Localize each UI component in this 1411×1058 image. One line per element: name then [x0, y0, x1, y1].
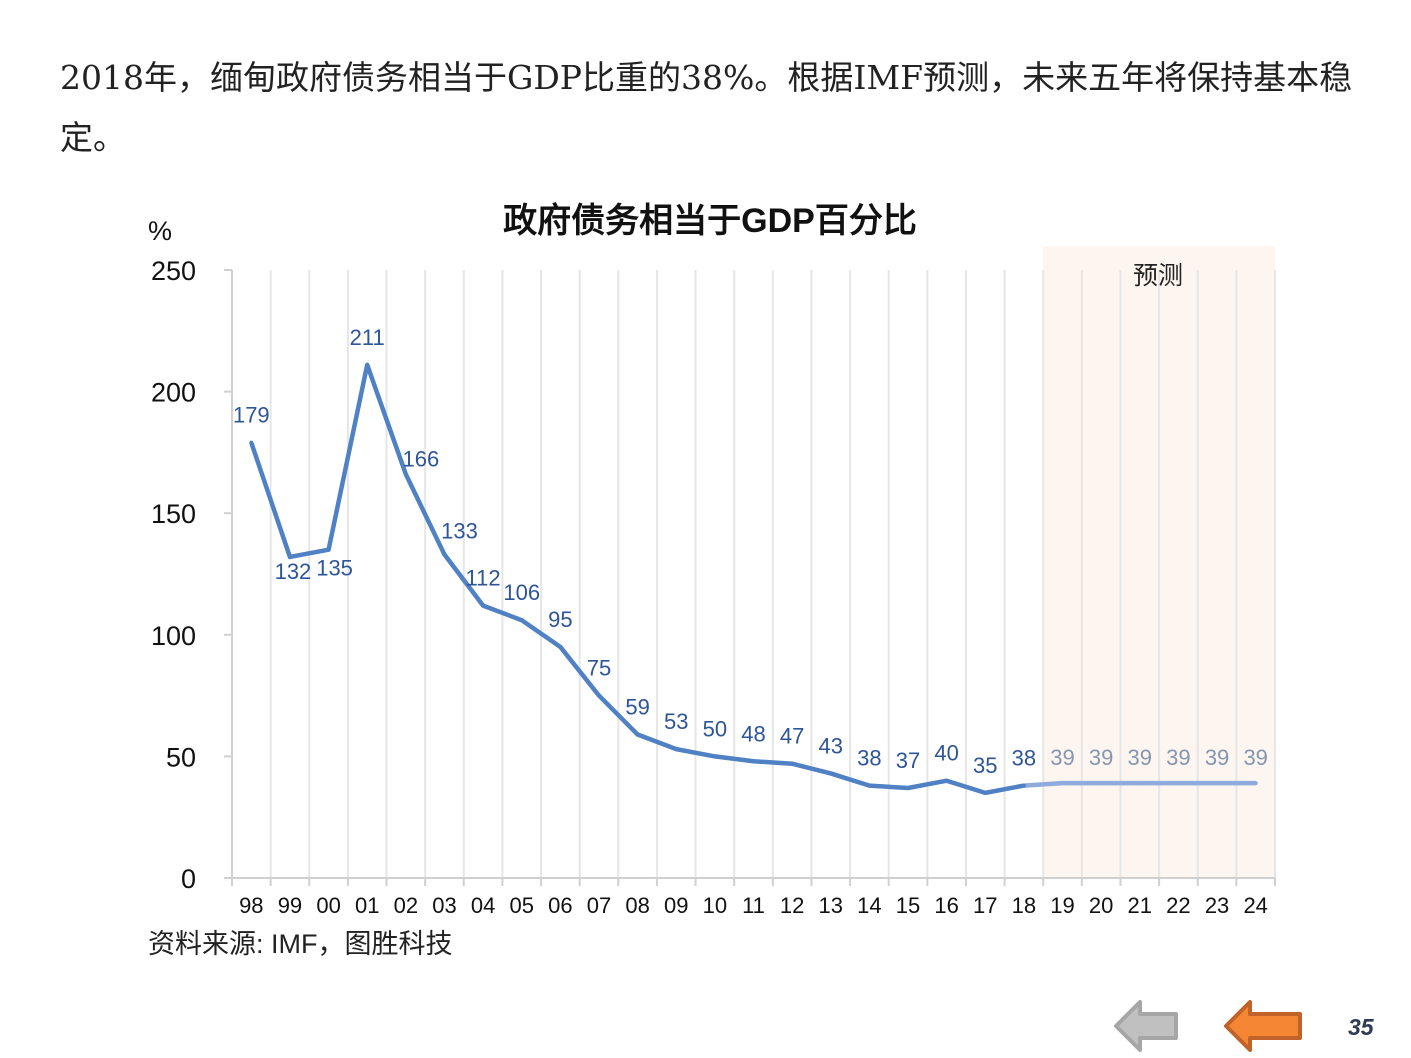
x-tick-label: 20: [1089, 893, 1113, 918]
x-tick-label: 02: [394, 893, 418, 918]
data-point: [365, 362, 370, 367]
x-tick-label: 07: [587, 893, 611, 918]
x-tick-label: 10: [703, 893, 727, 918]
data-label: 39: [1243, 745, 1267, 770]
data-label: 48: [741, 721, 765, 746]
y-tick-label: 250: [151, 256, 196, 286]
forecast-label: 预测: [1133, 261, 1183, 290]
data-label: 166: [402, 446, 439, 471]
data-point: [944, 778, 949, 783]
data-label: 38: [1012, 746, 1036, 771]
data-point: [712, 754, 717, 759]
x-tick-label: 17: [973, 893, 997, 918]
data-point: [1060, 781, 1065, 786]
data-label: 135: [316, 556, 353, 581]
data-label: 112: [466, 566, 501, 591]
data-point: [442, 552, 447, 557]
x-tick-label: 21: [1128, 893, 1152, 918]
x-tick-label: 05: [509, 893, 533, 918]
data-point: [1176, 781, 1181, 786]
x-tick-label: 19: [1050, 893, 1074, 918]
data-label: 50: [703, 716, 727, 741]
data-point: [326, 547, 331, 552]
y-tick-label: 150: [151, 499, 196, 529]
data-point: [1099, 781, 1104, 786]
x-tick-label: 15: [896, 893, 920, 918]
data-point: [674, 747, 679, 752]
data-label: 39: [1128, 745, 1152, 770]
orange-left-arrow-icon[interactable]: [1222, 998, 1306, 1056]
data-point: [635, 732, 640, 737]
gray-left-arrow-icon[interactable]: [1112, 998, 1184, 1056]
data-label: 211: [350, 325, 385, 350]
series-line-historical: [249, 362, 1025, 796]
y-tick-label: 0: [181, 864, 196, 894]
data-label: 39: [1089, 745, 1113, 770]
data-label: 39: [1050, 745, 1074, 770]
x-tick-label: 18: [1012, 893, 1036, 918]
y-tick-label: 100: [151, 621, 196, 651]
data-label: 179: [233, 403, 270, 428]
x-tick-label: 22: [1166, 893, 1190, 918]
x-tick-label: 23: [1205, 893, 1229, 918]
data-label: 43: [819, 733, 843, 758]
data-point: [1021, 783, 1026, 788]
x-tick-label: 13: [819, 893, 843, 918]
data-label: 106: [503, 580, 540, 605]
x-tick-label: 08: [625, 893, 649, 918]
data-point: [1137, 781, 1142, 786]
x-tick-label: 12: [780, 893, 804, 918]
data-label: 95: [548, 607, 572, 632]
data-label: 47: [780, 724, 804, 749]
x-tick-label: 09: [664, 893, 688, 918]
data-label: 132: [275, 559, 312, 584]
data-point: [906, 786, 911, 791]
x-tick-label: 11: [742, 893, 765, 918]
data-point: [983, 790, 988, 795]
y-axis-label: %: [148, 216, 172, 246]
data-point: [1215, 781, 1220, 786]
x-tick-label: 14: [857, 893, 881, 918]
x-tick-label: 03: [432, 893, 456, 918]
data-point: [790, 761, 795, 766]
data-label: 133: [441, 519, 478, 544]
y-tick-label: 200: [151, 378, 196, 408]
data-point: [403, 472, 408, 477]
data-label: 75: [587, 656, 611, 681]
x-tick-label: 99: [278, 893, 302, 918]
data-point: [828, 771, 833, 776]
data-label: 59: [625, 695, 649, 720]
x-tick-label: 04: [471, 893, 495, 918]
data-point: [1253, 781, 1258, 786]
data-label: 39: [1205, 745, 1229, 770]
x-tick-label: 24: [1243, 893, 1267, 918]
data-label: 40: [934, 741, 958, 766]
data-label: 37: [896, 748, 920, 773]
data-point: [249, 440, 254, 445]
data-point: [596, 693, 601, 698]
page-number: 35: [1348, 1014, 1374, 1040]
data-point: [558, 644, 563, 649]
data-point: [867, 783, 872, 788]
y-tick-label: 50: [166, 742, 196, 772]
data-point: [751, 759, 756, 764]
data-label: 35: [973, 753, 997, 778]
source-note: 资料来源: IMF，图胜科技: [148, 929, 453, 959]
x-tick-label: 01: [355, 893, 379, 918]
x-tick-label: 06: [548, 893, 572, 918]
data-label: 39: [1166, 745, 1190, 770]
x-tick-label: 98: [239, 893, 263, 918]
data-label: 38: [857, 746, 881, 771]
x-tick-label: 00: [316, 893, 340, 918]
data-label: 53: [664, 709, 688, 734]
data-point: [481, 603, 486, 608]
headline: 2018年，缅甸政府债务相当于GDP比重的38%。根据IMF预测，未来五年将保持…: [60, 58, 1353, 157]
x-tick-label: 16: [934, 893, 958, 918]
chart-title: 政府债务相当于GDP百分比: [503, 201, 917, 240]
data-point: [287, 554, 292, 559]
data-point: [519, 618, 524, 623]
